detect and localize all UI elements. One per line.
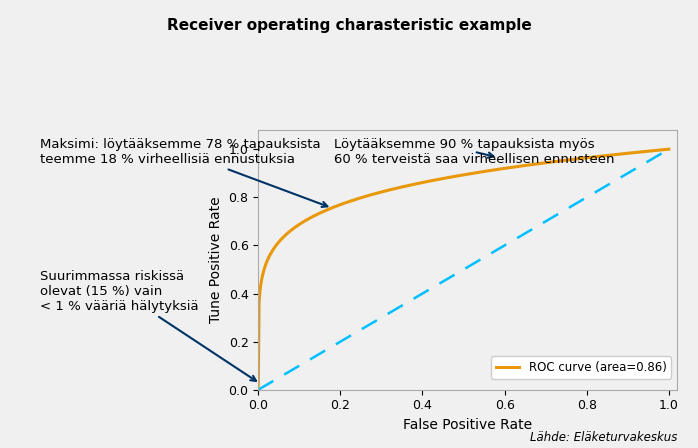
ROC curve (area=0.86): [476, 169, 484, 175]
ROC curve (area=0.86): [664, 146, 673, 152]
ROC curve (area=0.86): [655, 147, 663, 153]
Y-axis label: Tune Positive Rate: Tune Positive Rate: [209, 197, 223, 323]
ROC curve (area=0.86): [591, 154, 599, 159]
Text: Maksimi: löytääksemme 78 % tapauksista
teemme 18 % virheellisiä ennustuksia: Maksimi: löytääksemme 78 % tapauksista t…: [40, 138, 327, 207]
ROC curve (area=0.86): [449, 174, 457, 179]
Text: Suurimmassa riskissä
olevat (15 %) vain
< 1 % vääriä hälytyksiä: Suurimmassa riskissä olevat (15 %) vain …: [40, 270, 256, 381]
Text: Löytääksemme 90 % tapauksista myös
60 % terveistä saa virheellisen ennusteen: Löytääksemme 90 % tapauksista myös 60 % …: [334, 138, 614, 166]
ROC curve (area=0.86): [452, 173, 460, 179]
Text: Lähde: Eläketurvakeskus: Lähde: Eläketurvakeskus: [530, 431, 677, 444]
ROC curve (area=0.86): [254, 387, 262, 392]
Legend: ROC curve (area=0.86): ROC curve (area=0.86): [491, 356, 671, 379]
Line: ROC curve (area=0.86): ROC curve (area=0.86): [258, 149, 669, 390]
Text: Receiver operating charasteristic example: Receiver operating charasteristic exampl…: [167, 18, 531, 33]
ROC curve (area=0.86): [498, 166, 507, 171]
X-axis label: False Positive Rate: False Positive Rate: [403, 418, 532, 432]
